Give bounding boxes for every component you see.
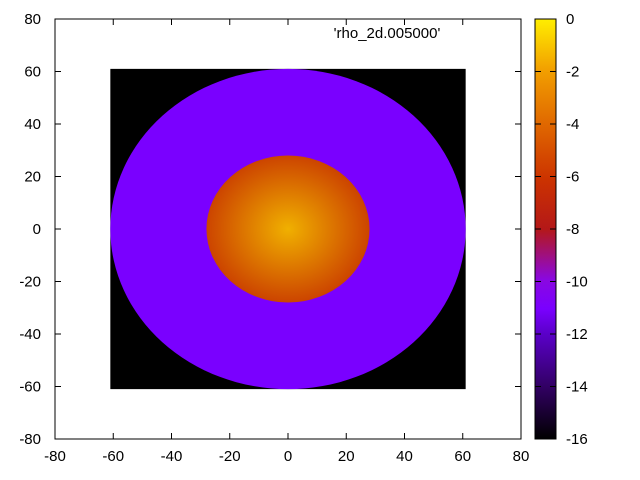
- x-tick-label: 40: [396, 448, 413, 465]
- colorbar-tick-label: 0: [566, 11, 574, 28]
- x-tick-label: -60: [102, 448, 124, 465]
- x-tick-label: 80: [513, 448, 530, 465]
- colorbar-axis: 0 -2 -4 -6 -8 -10 -12 -14 -16: [535, 11, 588, 448]
- y-tick-label: 0: [33, 221, 41, 238]
- y-tick-label: -40: [19, 326, 41, 343]
- colorbar-tick-label: -2: [566, 64, 579, 81]
- colorbar-tick-label: -4: [566, 116, 579, 133]
- y-axis: -80 -60 -40 -20 0 20 40 60 80: [19, 11, 521, 448]
- colorbar-tick-label: -8: [566, 221, 579, 238]
- y-tick-label: 60: [24, 64, 41, 81]
- y-tick-label: 20: [24, 169, 41, 186]
- legend-label: 'rho_2d.005000': [334, 25, 441, 42]
- x-axis: -80 -60 -40 -20 0 20 40 60 80: [44, 19, 529, 465]
- colorbar-tick-label: -6: [566, 169, 579, 186]
- colorbar-tick-label: -16: [566, 431, 588, 448]
- x-tick-label: -40: [161, 448, 183, 465]
- colorbar-tick-label: -14: [566, 379, 588, 396]
- x-tick-label: 0: [284, 448, 292, 465]
- colorbar-tick-label: -12: [566, 326, 588, 343]
- y-tick-label: 40: [24, 116, 41, 133]
- y-tick-label: -80: [19, 431, 41, 448]
- y-tick-label: 80: [24, 11, 41, 28]
- inner-core: [206, 155, 370, 303]
- heatmap-area: [110, 68, 466, 390]
- x-tick-label: 60: [454, 448, 471, 465]
- x-tick-label: -80: [44, 448, 66, 465]
- y-tick-label: -60: [19, 379, 41, 396]
- x-tick-label: -20: [219, 448, 241, 465]
- y-tick-label: -20: [19, 274, 41, 291]
- colorbar-tick-label: -10: [566, 274, 588, 291]
- x-tick-label: 20: [338, 448, 355, 465]
